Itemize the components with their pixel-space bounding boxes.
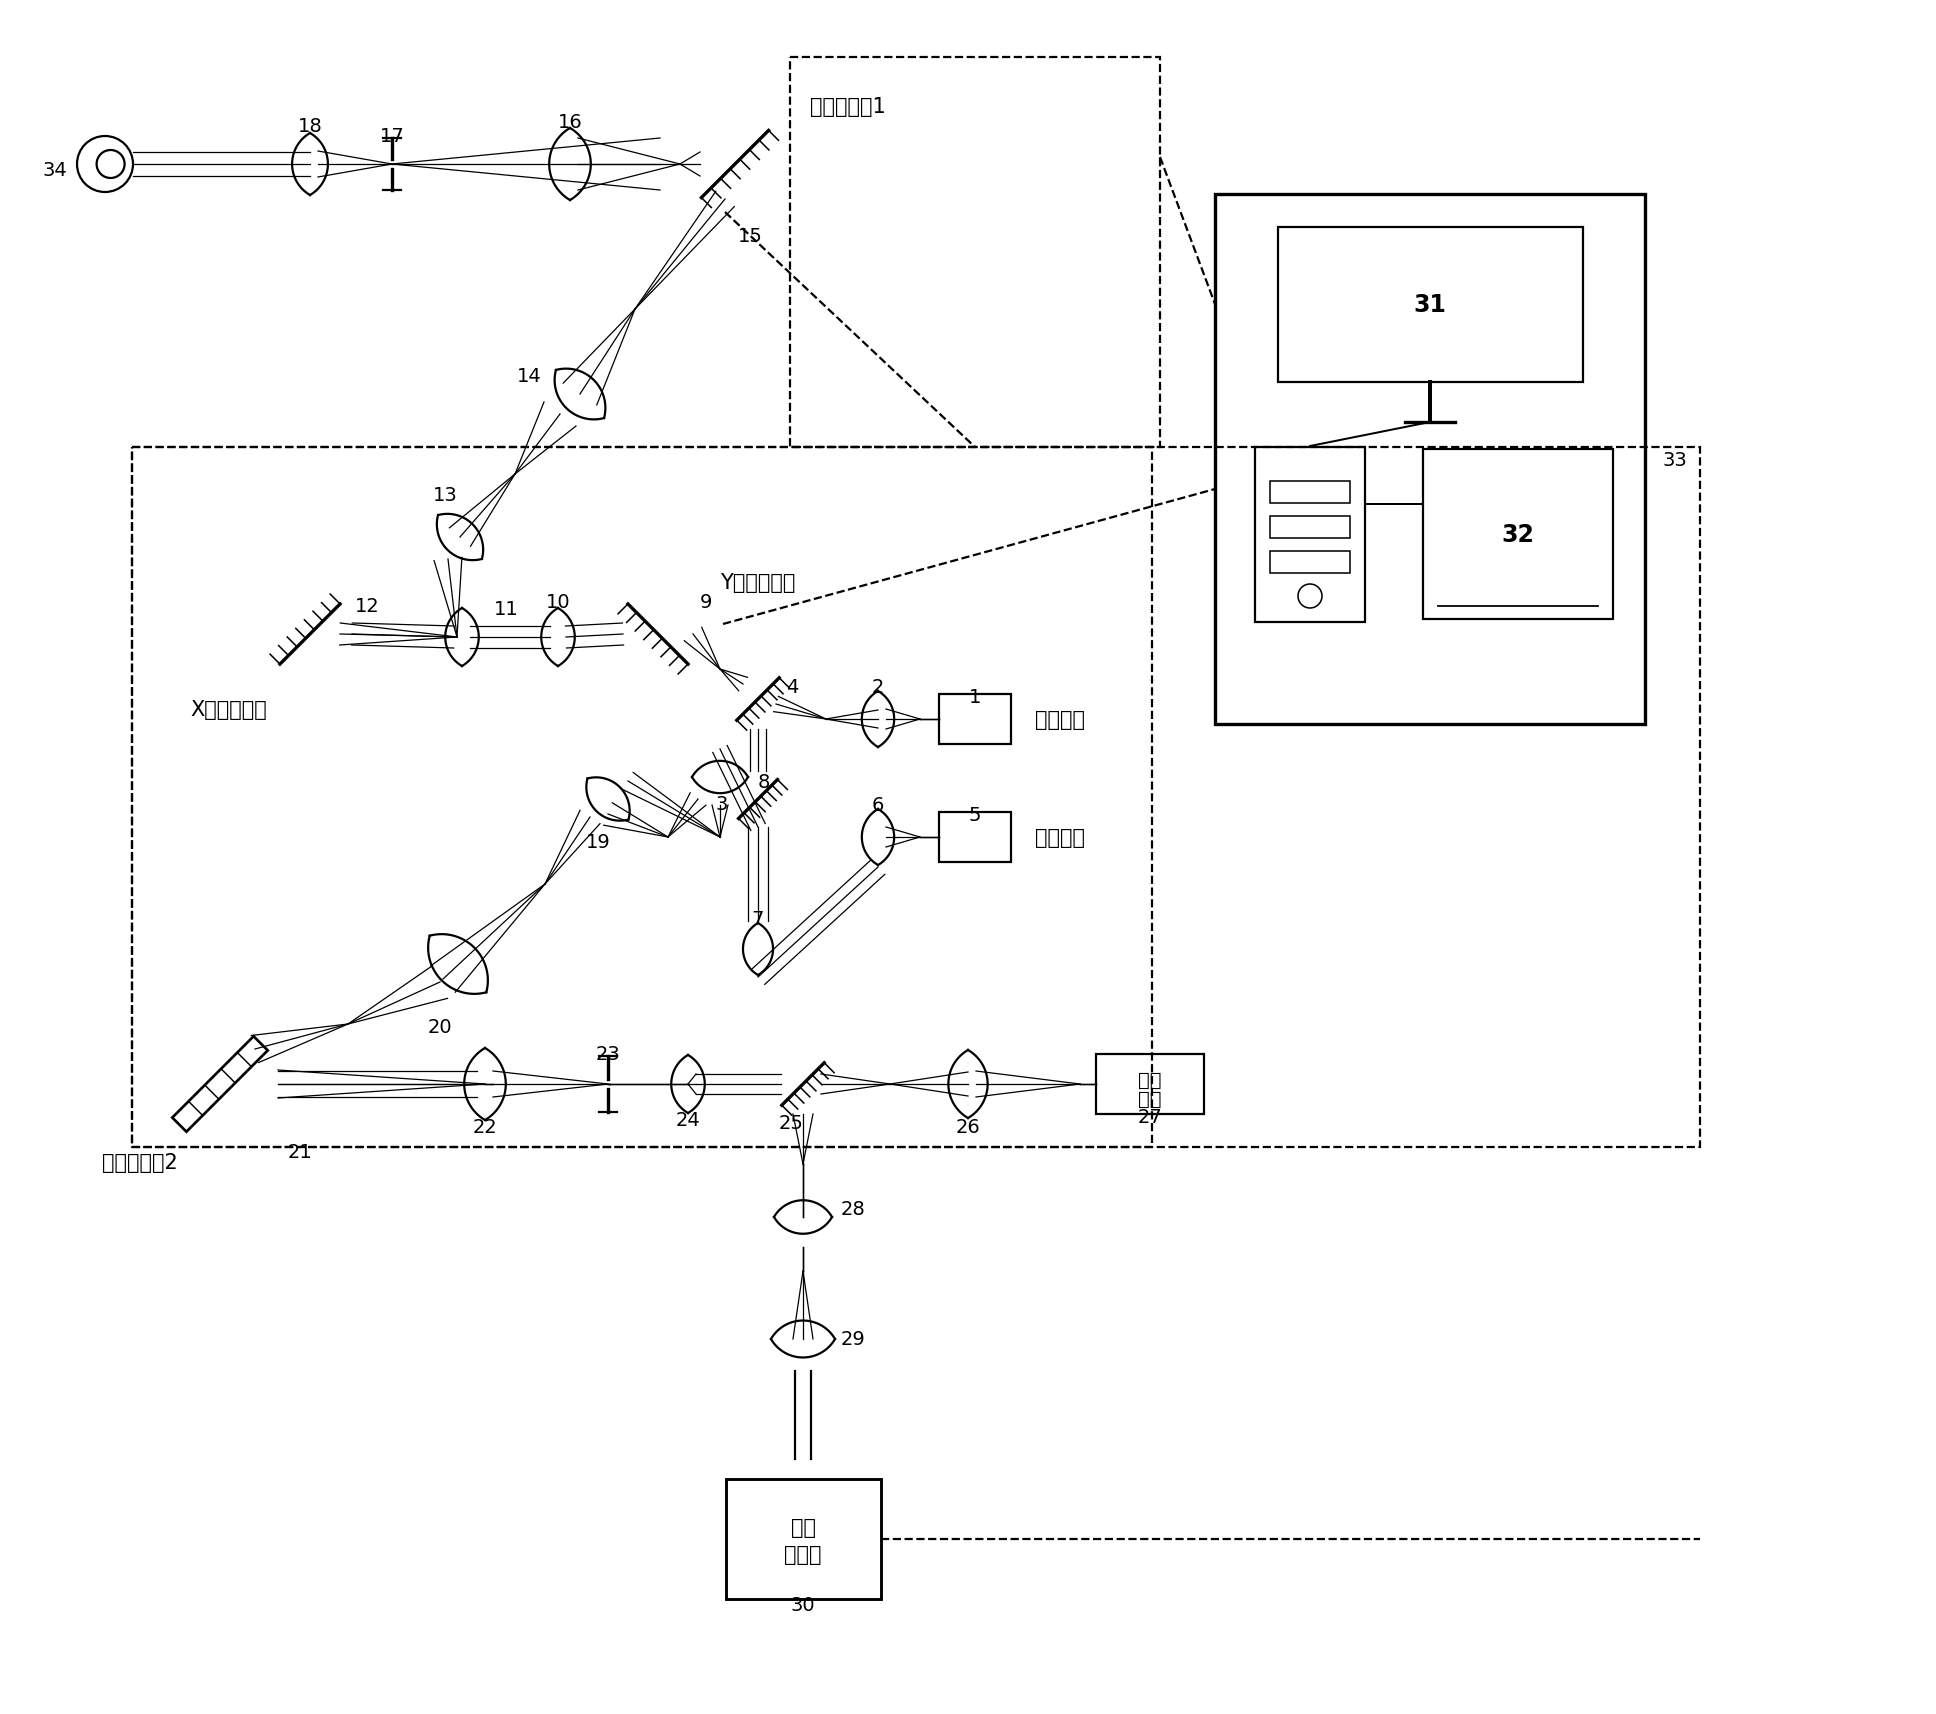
Text: 25: 25 — [778, 1114, 803, 1133]
Bar — [790, 58, 1160, 447]
Text: 7: 7 — [751, 910, 765, 929]
Bar — [726, 1479, 881, 1599]
Text: 17: 17 — [379, 127, 405, 146]
Text: 26: 26 — [956, 1118, 980, 1136]
Bar — [1216, 195, 1646, 725]
Text: 13: 13 — [432, 485, 457, 504]
Text: 9: 9 — [701, 593, 712, 612]
Text: 1: 1 — [968, 687, 982, 706]
Text: 16: 16 — [558, 113, 583, 132]
Text: 2: 2 — [871, 677, 885, 696]
Text: 34: 34 — [43, 161, 68, 180]
Text: 11: 11 — [494, 600, 519, 619]
Text: 照明光源: 照明光源 — [1036, 828, 1084, 847]
Bar — [939, 694, 1011, 744]
Bar — [1270, 482, 1349, 504]
Text: 成像: 成像 — [1138, 1070, 1162, 1088]
Text: 12: 12 — [354, 596, 379, 615]
Text: 传感器: 传感器 — [784, 1544, 821, 1565]
Text: X方向扫描镜: X方向扫描镜 — [190, 699, 267, 720]
Text: 28: 28 — [840, 1200, 865, 1219]
Text: Y方向扫描镜: Y方向扫描镜 — [720, 572, 796, 593]
Bar — [1423, 449, 1613, 620]
Text: 30: 30 — [790, 1596, 815, 1615]
Text: 24: 24 — [676, 1111, 701, 1130]
Bar — [132, 447, 1700, 1147]
Text: 波前校正器1: 波前校正器1 — [809, 98, 887, 117]
Text: 22: 22 — [472, 1118, 498, 1136]
Text: 波前: 波前 — [790, 1517, 815, 1537]
Text: 3: 3 — [716, 795, 728, 814]
Text: 32: 32 — [1502, 523, 1535, 547]
Bar — [1270, 552, 1349, 574]
Bar — [132, 447, 1152, 1147]
Text: 波前校正器2: 波前校正器2 — [103, 1152, 178, 1172]
Bar — [1270, 516, 1349, 538]
Text: 27: 27 — [1138, 1107, 1162, 1126]
Text: 信标光源: 信标光源 — [1036, 710, 1084, 730]
Text: 20: 20 — [428, 1018, 453, 1037]
Text: 14: 14 — [517, 367, 542, 386]
Text: 6: 6 — [871, 795, 885, 814]
Bar — [1278, 228, 1582, 382]
Text: 31: 31 — [1413, 293, 1446, 317]
Text: 4: 4 — [786, 677, 798, 696]
Text: 8: 8 — [759, 773, 771, 792]
Bar — [1255, 447, 1365, 622]
Text: 10: 10 — [546, 593, 571, 612]
Text: 21: 21 — [288, 1142, 314, 1162]
Text: 19: 19 — [585, 833, 610, 852]
Bar — [1096, 1054, 1204, 1114]
Text: 15: 15 — [738, 226, 763, 245]
Text: 33: 33 — [1663, 451, 1688, 470]
Text: 29: 29 — [840, 1330, 865, 1349]
Bar — [939, 812, 1011, 862]
Text: 18: 18 — [298, 117, 323, 135]
Text: 相机: 相机 — [1138, 1088, 1162, 1107]
Text: 5: 5 — [968, 806, 982, 824]
Text: 23: 23 — [596, 1044, 620, 1063]
